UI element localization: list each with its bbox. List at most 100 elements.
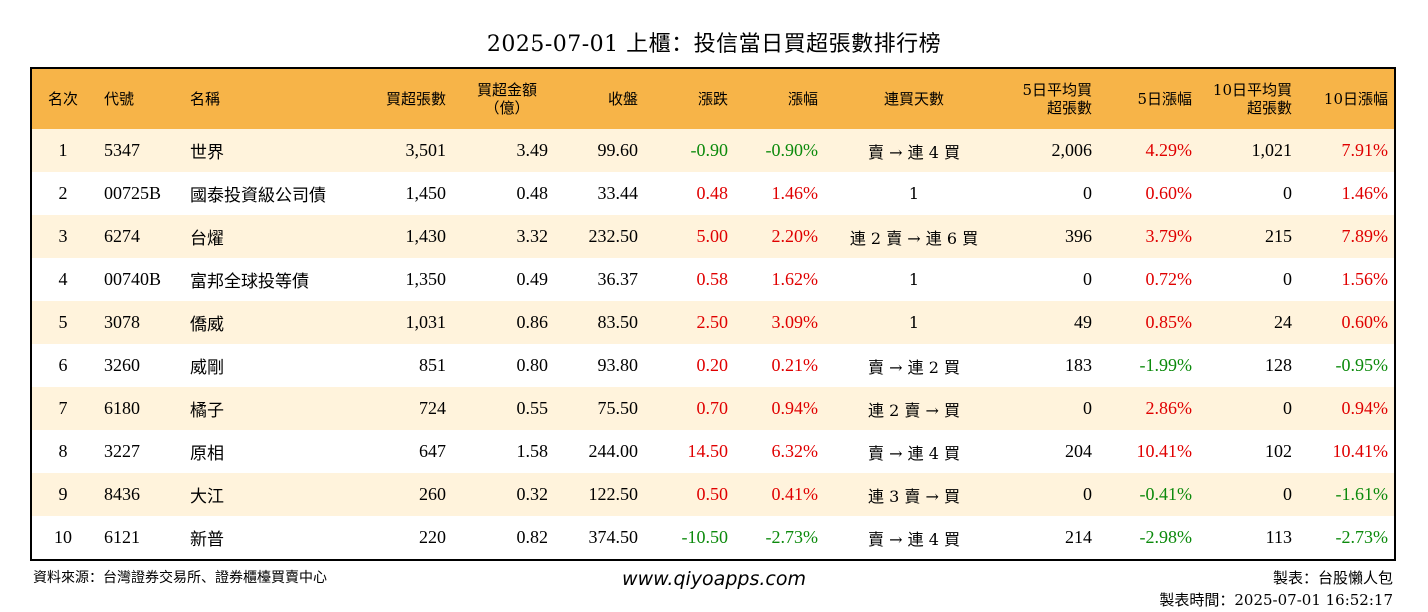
cell-close: 374.50 <box>588 527 639 547</box>
cell-rank: 10 <box>54 527 72 547</box>
cell-change: 0.58 <box>696 269 729 289</box>
cell-chg5: 0.85% <box>1145 312 1193 332</box>
cell-change-pct: 2.20% <box>771 226 819 246</box>
cell-avg10: 128 <box>1265 355 1292 375</box>
cell-chg10: 7.91% <box>1341 140 1389 160</box>
cell-name: 僑威 <box>190 315 224 335</box>
header-avg10: 10日平均買超張數 <box>1212 81 1292 117</box>
cell-chg10: 0.60% <box>1341 312 1389 332</box>
cell-rank: 8 <box>58 441 68 461</box>
header-consecutive-days: 連買天數 <box>883 90 944 108</box>
cell-avg5: 0 <box>1083 183 1092 203</box>
cell-name: 台燿 <box>190 229 224 249</box>
cell-avg5: 183 <box>1065 355 1092 375</box>
cell-code: 6121 <box>104 527 140 547</box>
maker-label: 製表：台股懶人包 <box>1272 569 1393 587</box>
cell-rank: 6 <box>58 355 68 375</box>
cell-code: 00725B <box>104 183 162 203</box>
cell-net-buy-amount: 0.48 <box>516 183 549 203</box>
cell-close: 33.44 <box>597 183 639 203</box>
cell-net-buy-amount: 1.58 <box>516 441 549 461</box>
cell-close: 232.50 <box>588 226 639 246</box>
cell-change: 14.50 <box>687 441 729 461</box>
cell-avg5: 0 <box>1083 398 1092 418</box>
cell-avg10: 1,021 <box>1251 140 1293 160</box>
cell-change-pct: 0.21% <box>771 355 819 375</box>
table-row: 3 6274 台燿 1,430 3.32 232.50 5.00 2.20% 連 2 賣 → 連… <box>32 215 1394 258</box>
cell-avg5: 49 <box>1074 312 1092 332</box>
cell-net-buy-lots: 724 <box>419 398 446 418</box>
cell-net-buy-lots: 851 <box>419 355 446 375</box>
cell-chg10: 1.56% <box>1341 269 1389 289</box>
cell-name: 原相 <box>190 444 224 464</box>
table-row: 10 6121 新普 220 0.82 374.50 -10.50 -2.73% 賣 → 連 4… <box>32 516 1394 559</box>
cell-name: 世界 <box>190 143 224 163</box>
cell-close: 93.80 <box>597 355 639 375</box>
header-name: 名稱 <box>190 90 221 108</box>
website-link[interactable]: www.qiyoapps.com <box>622 568 806 590</box>
table-row: 7 6180 橘子 724 0.55 75.50 0.70 0.94% 連 2 賣 → 買 0 2.… <box>32 387 1394 430</box>
cell-name: 富邦全球投等債 <box>190 272 309 292</box>
cell-avg10: 215 <box>1265 226 1292 246</box>
header-code: 代號 <box>104 90 135 108</box>
cell-change: 0.70 <box>696 398 729 418</box>
header-chg5: 5日漲幅 <box>1137 90 1192 108</box>
table-row: 1 5347 世界 3,501 3.49 99.60 -0.90 -0.90% 賣 → 連 4 … <box>32 129 1394 172</box>
data-source: 資料來源：台灣證券交易所、證券櫃檯買賣中心 <box>33 570 327 586</box>
cell-avg10: 102 <box>1265 441 1292 461</box>
header-rank: 名次 <box>47 90 78 108</box>
table-row: 2 00725B 國泰投資級公司債 1,450 0.48 33.44 0.48 1.46% 1 0… <box>32 172 1394 215</box>
header-change: 漲跌 <box>697 90 728 108</box>
cell-change-pct: 6.32% <box>771 441 819 461</box>
cell-net-buy-amount: 0.82 <box>516 527 549 547</box>
cell-net-buy-amount: 3.32 <box>516 226 549 246</box>
cell-close: 83.50 <box>597 312 639 332</box>
table-row: 4 00740B 富邦全球投等債 1,350 0.49 36.37 0.58 1.62% 1 0 0… <box>32 258 1394 301</box>
cell-close: 75.50 <box>597 398 639 418</box>
cell-code: 3078 <box>104 312 140 332</box>
cell-net-buy-lots: 3,501 <box>405 140 447 160</box>
cell-change-pct: -0.90% <box>765 140 819 160</box>
cell-rank: 4 <box>58 269 68 289</box>
cell-consecutive-days: 賣 → 連 4 買 <box>868 443 960 463</box>
cell-avg5: 0 <box>1083 269 1092 289</box>
cell-rank: 9 <box>58 484 68 504</box>
cell-code: 00740B <box>104 269 162 289</box>
cell-avg5: 0 <box>1083 484 1092 504</box>
cell-change: 0.20 <box>696 355 729 375</box>
cell-change-pct: 1.62% <box>771 269 819 289</box>
cell-net-buy-lots: 1,430 <box>405 226 447 246</box>
cell-chg10: 10.41% <box>1332 441 1389 461</box>
table-row: 6 3260 威剛 851 0.80 93.80 0.20 0.21% 賣 → 連 2 買 183… <box>32 344 1394 387</box>
table-header-row: 名次 代號 名稱 買超張數 買超金額（億） 收盤 漲跌 漲幅 連買天數 5日平均… <box>32 69 1394 129</box>
cell-change: -0.90 <box>690 140 729 160</box>
page-title: 2025-07-01 上櫃：投信當日買超張數排行榜 <box>486 32 942 57</box>
cell-consecutive-days: 1 <box>908 184 920 203</box>
cell-avg5: 2,006 <box>1051 140 1093 160</box>
cell-code: 3227 <box>104 441 140 461</box>
cell-chg10: -2.73% <box>1335 527 1389 547</box>
cell-close: 244.00 <box>588 441 639 461</box>
cell-net-buy-lots: 647 <box>419 441 446 461</box>
cell-avg10: 0 <box>1283 183 1292 203</box>
cell-rank: 3 <box>58 226 68 246</box>
cell-code: 8436 <box>104 484 140 504</box>
cell-change-pct: 0.41% <box>771 484 819 504</box>
table-row: 9 8436 大江 260 0.32 122.50 0.50 0.41% 連 3 賣 → 買 0 -… <box>32 473 1394 516</box>
cell-consecutive-days: 連 2 賣 → 買 <box>868 400 960 420</box>
cell-change: 0.50 <box>696 484 729 504</box>
cell-net-buy-amount: 0.86 <box>516 312 549 332</box>
cell-rank: 1 <box>58 140 68 160</box>
cell-code: 5347 <box>104 140 140 160</box>
ranking-table: 名次 代號 名稱 買超張數 買超金額（億） 收盤 漲跌 漲幅 連買天數 5日平均… <box>30 67 1396 561</box>
table-body: 1 5347 世界 3,501 3.49 99.60 -0.90 -0.90% 賣 → 連 4 … <box>32 129 1394 559</box>
footer-credits: 製表：台股懶人包 製表時間：2025-07-01 16:52:17 <box>1159 567 1393 611</box>
cell-rank: 5 <box>58 312 68 332</box>
cell-net-buy-amount: 0.55 <box>516 398 549 418</box>
header-net-buy-lots: 買超張數 <box>385 90 446 108</box>
cell-change-pct: -2.73% <box>765 527 819 547</box>
cell-change: 0.48 <box>696 183 729 203</box>
cell-code: 3260 <box>104 355 140 375</box>
cell-chg5: 0.60% <box>1145 183 1193 203</box>
cell-name: 新普 <box>190 530 224 550</box>
